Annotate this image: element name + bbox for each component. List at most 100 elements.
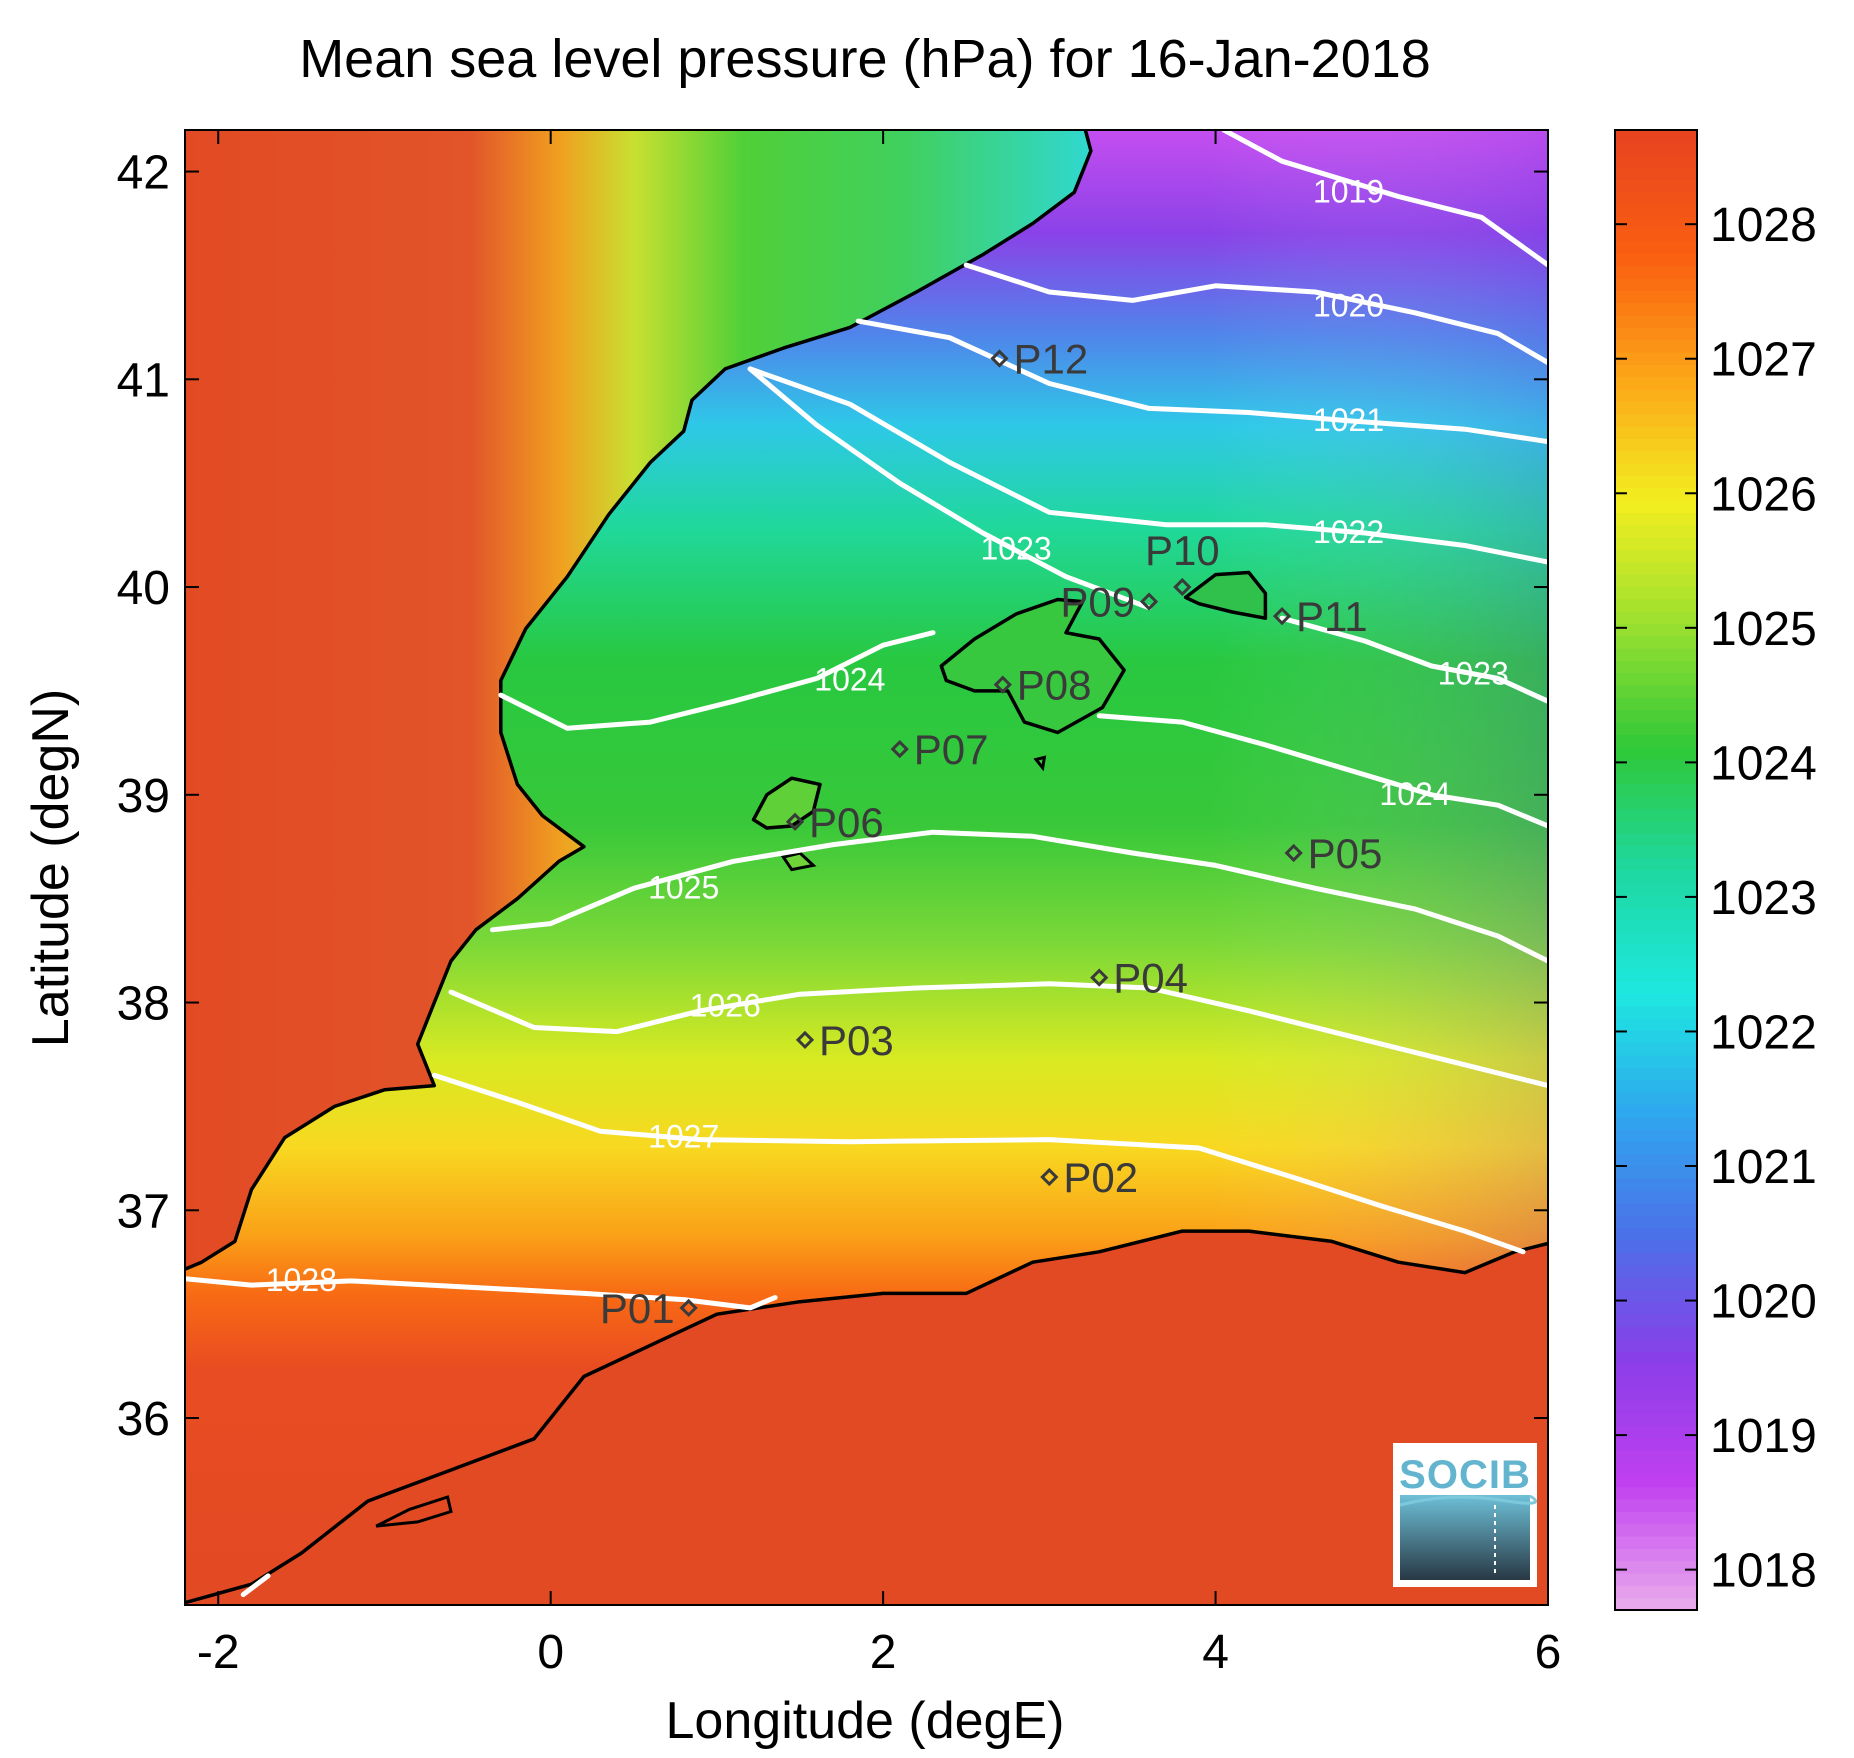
station-label-p11: P11	[1296, 593, 1368, 640]
colorbar-band	[1615, 142, 1697, 156]
station-marker-p03	[795, 1030, 815, 1050]
colorbar-band	[1615, 1178, 1697, 1192]
x-tick-label: 0	[537, 1626, 564, 1679]
x-tick-label: 4	[1202, 1626, 1229, 1679]
contour-line-12	[240, 1573, 271, 1598]
colorbar-band	[1615, 956, 1697, 970]
colorbar-band	[1615, 376, 1697, 390]
contour-line-10	[431, 1072, 1526, 1255]
y-tick-label: 40	[117, 562, 170, 615]
colorbar-band	[1615, 968, 1697, 982]
contour-line-5	[1279, 615, 1548, 704]
colorbar-band	[1615, 1511, 1697, 1525]
colorbar-band	[1615, 993, 1697, 1007]
colorbar-band	[1615, 487, 1697, 501]
x-tick-label: 6	[1535, 1626, 1562, 1679]
colorbar-band	[1615, 1104, 1697, 1118]
colorbar-band	[1615, 450, 1697, 464]
colorbar-band	[1615, 241, 1697, 254]
map-area: 1019 1020 1021 1022 1023 1023 1024 1024 1025 1026…	[185, 130, 1548, 1605]
alboran-island	[375, 1495, 453, 1528]
colorbar-band	[1615, 1462, 1697, 1475]
colorbar-band	[1615, 685, 1697, 698]
station-label-p06: P06	[809, 799, 884, 846]
colorbar-band	[1615, 413, 1697, 427]
colorbar-tick-label: 1023	[1710, 872, 1817, 925]
colorbar-band	[1615, 1351, 1697, 1364]
colorbar-band	[1615, 179, 1697, 193]
colorbar-band	[1615, 1116, 1697, 1130]
contour-line-4	[747, 366, 1152, 611]
colorbar-band	[1615, 734, 1697, 748]
station-label-p02: P02	[1063, 1154, 1138, 1201]
station-marker-p07	[890, 739, 909, 759]
y-tick-label: 36	[117, 1393, 170, 1446]
colorbar-band	[1615, 1264, 1697, 1278]
colorbar-band	[1615, 1289, 1697, 1303]
y-tick-label: 42	[117, 147, 170, 200]
colorbar-band	[1615, 1166, 1697, 1179]
colorbar-band	[1615, 352, 1697, 365]
y-tick-label: 38	[117, 978, 170, 1031]
colorbar-band	[1615, 1449, 1697, 1463]
contour-label-1: 1020	[1313, 288, 1384, 324]
colorbar-band	[1615, 524, 1697, 538]
colorbar-band	[1615, 1190, 1697, 1204]
colorbar-band	[1615, 1067, 1697, 1081]
station-marker-p10	[1173, 577, 1192, 597]
station-label-p05: P05	[1308, 830, 1383, 877]
contour-label-2: 1021	[1313, 402, 1384, 438]
colorbar-band	[1615, 1042, 1697, 1056]
formentera-island	[780, 851, 817, 872]
station-marker-p01	[679, 1298, 698, 1318]
colorbar-tick-label: 1026	[1710, 468, 1817, 521]
colorbar-band	[1615, 290, 1697, 304]
colorbar-band	[1615, 204, 1697, 217]
colorbar-band	[1615, 931, 1697, 945]
colorbar-band	[1615, 327, 1697, 341]
station-marker-p08	[993, 675, 1012, 694]
y-tick-label: 37	[117, 1185, 170, 1238]
contour-label-0: 1019	[1313, 173, 1384, 209]
colorbar-band	[1615, 1203, 1697, 1216]
station-marker-p06	[785, 812, 805, 831]
station-label-p04: P04	[1113, 955, 1188, 1002]
colorbar-band	[1615, 598, 1697, 612]
colorbar-tick-label: 1021	[1710, 1141, 1817, 1194]
colorbar-band	[1615, 709, 1697, 723]
colorbar-band	[1615, 1301, 1697, 1315]
colorbar-band	[1615, 1597, 1697, 1611]
socib-logo: SOCIB	[1393, 1443, 1538, 1587]
colorbar-band	[1615, 1400, 1697, 1414]
logo-text: SOCIB	[1399, 1453, 1531, 1497]
contour-label-3: 1022	[1313, 514, 1384, 550]
contour-label-5: 1023	[1438, 655, 1509, 691]
colorbar-band	[1615, 660, 1697, 674]
colorbar-band	[1615, 894, 1697, 908]
colorbar-band	[1615, 796, 1697, 809]
contour-label-4: 1023	[981, 531, 1052, 567]
contour-line-6	[498, 630, 936, 731]
colorbar-band	[1615, 833, 1697, 846]
colorbar-band	[1615, 426, 1697, 439]
colorbar-band	[1615, 672, 1697, 686]
colorbar-band	[1615, 1474, 1697, 1488]
mallorca-island	[939, 597, 1126, 735]
ibiza-island	[751, 776, 822, 830]
colorbar-band	[1615, 919, 1697, 933]
colorbar-band	[1615, 857, 1697, 871]
colorbar-band	[1615, 1388, 1697, 1401]
menorca-island	[1183, 570, 1268, 620]
x-tick-label: -2	[197, 1626, 240, 1679]
colorbar-band	[1615, 1548, 1697, 1562]
colorbar-band	[1615, 808, 1697, 822]
station-marker-p12	[990, 349, 1009, 368]
station-label-p10: P10	[1145, 527, 1220, 574]
colorbar-band	[1615, 130, 1697, 143]
colorbar-band	[1615, 1240, 1697, 1253]
colorbar-band	[1615, 648, 1697, 661]
colorbar-band	[1615, 981, 1697, 994]
colorbar-band	[1615, 1252, 1697, 1266]
colorbar-tick-label: 1027	[1710, 334, 1817, 387]
